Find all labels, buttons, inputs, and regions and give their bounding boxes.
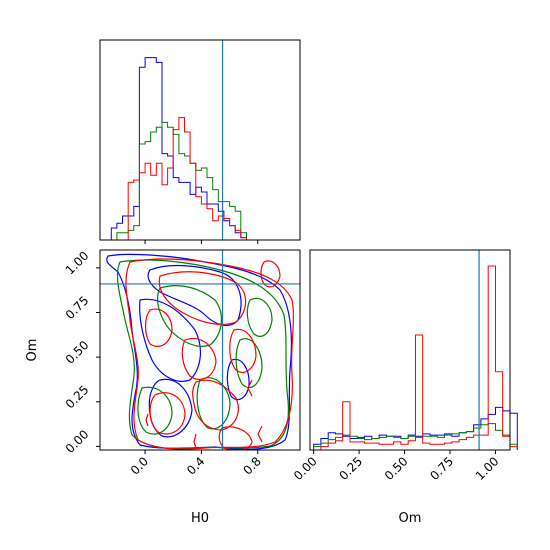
h0-om-2d-panel: 0.0 0.4 0.8 0.00 0.25 0.50 0.75 1.00 H0 Om (25, 249, 301, 526)
om-histogram-2 (313, 265, 518, 451)
h0-x-tick-label: 0.4 (184, 454, 207, 477)
h0-marginal-panel (99, 39, 301, 244)
contour-series-1 (116, 259, 290, 450)
x-axis-label-h0: H0 (191, 511, 209, 526)
om-x-tick-label: 1.00 (473, 454, 502, 483)
om-y-tick-label: 0.25 (63, 383, 92, 412)
contour-series-1 (235, 338, 263, 389)
contour-series-0 (148, 378, 193, 438)
om-y-tick-label: 0.50 (63, 338, 92, 367)
contour-series-0 (226, 358, 250, 401)
contour-series-0 (106, 253, 293, 450)
contour-series-2 (181, 337, 217, 381)
om-y-tick-label: 0.00 (63, 427, 92, 456)
contour-series-2 (149, 392, 186, 435)
contour-series-2 (229, 328, 257, 373)
contour-series-2 (158, 271, 247, 326)
h0-histogram-1 (111, 121, 247, 241)
h0-histogram-0 (110, 57, 247, 240)
contour-series-1 (246, 297, 273, 337)
contour-series-2 (192, 379, 239, 431)
om-marginal-panel: 0.00 0.25 0.50 0.75 1.00 Om (291, 249, 518, 526)
om-x-tick-label: 0.50 (382, 454, 411, 483)
h0-om-2d-frame (99, 249, 301, 451)
om-x-tick-label: 0.00 (291, 454, 320, 483)
contour-series-2 (144, 308, 173, 347)
om-x-tick-label: 0.75 (427, 454, 456, 483)
y-axis-label-om: Om (25, 339, 40, 362)
contour-series-0 (139, 298, 202, 382)
contour-series-2 (125, 258, 294, 450)
contour-series-2 (145, 379, 263, 449)
om-y-tick-label: 1.00 (63, 249, 92, 278)
contour-series-1 (137, 386, 173, 435)
contour-series-1 (196, 377, 231, 430)
h0-x-tick-label: 0.8 (240, 454, 263, 477)
om-marginal-frame (309, 249, 511, 451)
h0-marginal-frame (99, 39, 301, 241)
contour-series-2 (260, 260, 281, 288)
om-x-tick-label: 0.25 (336, 454, 365, 483)
h0-histogram-2 (111, 117, 247, 241)
contour-series-1 (157, 285, 223, 347)
h0-x-tick-label: 0.0 (128, 454, 151, 477)
x-axis-label-om: Om (399, 511, 422, 526)
om-y-tick-label: 0.75 (63, 293, 92, 322)
